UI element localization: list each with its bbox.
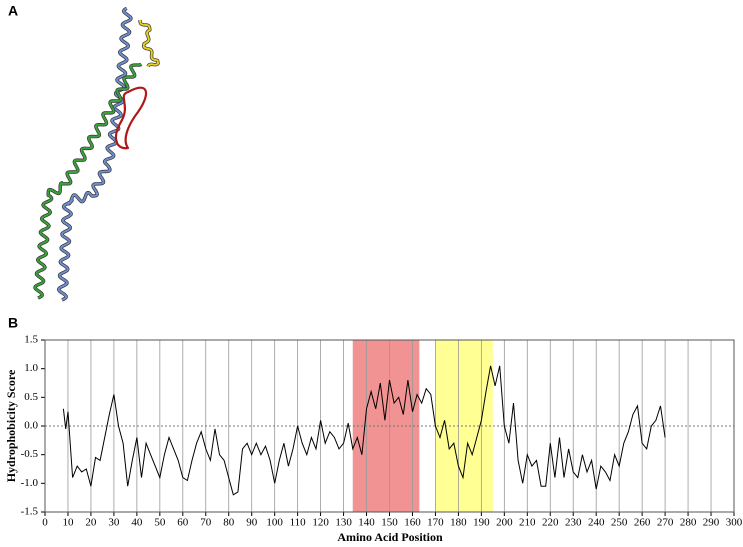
x-tick-label: 160	[404, 517, 421, 529]
x-tick-label: 280	[680, 517, 697, 529]
x-tick-label: 150	[381, 517, 398, 529]
y-tick-label: -0.5	[21, 448, 39, 460]
x-axis-title: Amino Acid Position	[337, 530, 443, 544]
x-tick-label: 270	[657, 517, 674, 529]
x-tick-label: 170	[427, 517, 444, 529]
panel-label: B	[8, 315, 18, 331]
x-tick-label: 50	[154, 517, 166, 529]
x-tick-label: 140	[358, 517, 375, 529]
data-line	[62, 365, 666, 496]
x-tick-label: 100	[266, 517, 283, 529]
plot-frame	[44, 339, 735, 513]
x-tick-label: 300	[726, 517, 743, 529]
helix	[33, 62, 143, 300]
x-tick-label: 30	[108, 517, 120, 529]
y-axis-title: Hydrophobicity Score	[4, 369, 18, 482]
x-tick-label: 130	[335, 517, 352, 529]
x-tick-label: 10	[62, 517, 74, 529]
x-tick-label: 230	[565, 517, 582, 529]
x-tick-label: 190	[473, 517, 490, 529]
x-tick-label: 240	[588, 517, 605, 529]
y-tick-label: 1.5	[24, 334, 38, 346]
x-tick-label: 110	[290, 517, 307, 529]
x-tick-label: 90	[246, 517, 258, 529]
x-tick-label: 200	[496, 517, 513, 529]
x-tick-label: 260	[634, 517, 651, 529]
loop	[114, 86, 148, 150]
x-tick-label: 290	[703, 517, 720, 529]
y-tick-label: -1.0	[21, 477, 39, 489]
x-tick-label: 120	[312, 517, 329, 529]
panel-label: A	[8, 3, 18, 19]
x-tick-label: 0	[42, 517, 48, 529]
y-tick-label: 0.0	[24, 420, 38, 432]
y-tick-label: -1.5	[21, 506, 39, 518]
protein-structure	[33, 6, 160, 302]
y-tick-label: 1.0	[24, 362, 38, 374]
x-tick-label: 210	[519, 517, 536, 529]
helix	[57, 7, 132, 301]
y-tick-label: 0.5	[24, 391, 38, 403]
helix	[34, 63, 142, 299]
x-tick-label: 70	[200, 517, 212, 529]
highlight-band	[435, 340, 493, 512]
x-tick-label: 80	[223, 517, 235, 529]
x-tick-label: 40	[131, 517, 143, 529]
x-tick-label: 220	[542, 517, 559, 529]
x-tick-label: 180	[450, 517, 467, 529]
x-tick-label: 60	[177, 517, 189, 529]
x-tick-label: 20	[85, 517, 97, 529]
helix	[139, 19, 159, 67]
x-tick-label: 250	[611, 517, 628, 529]
